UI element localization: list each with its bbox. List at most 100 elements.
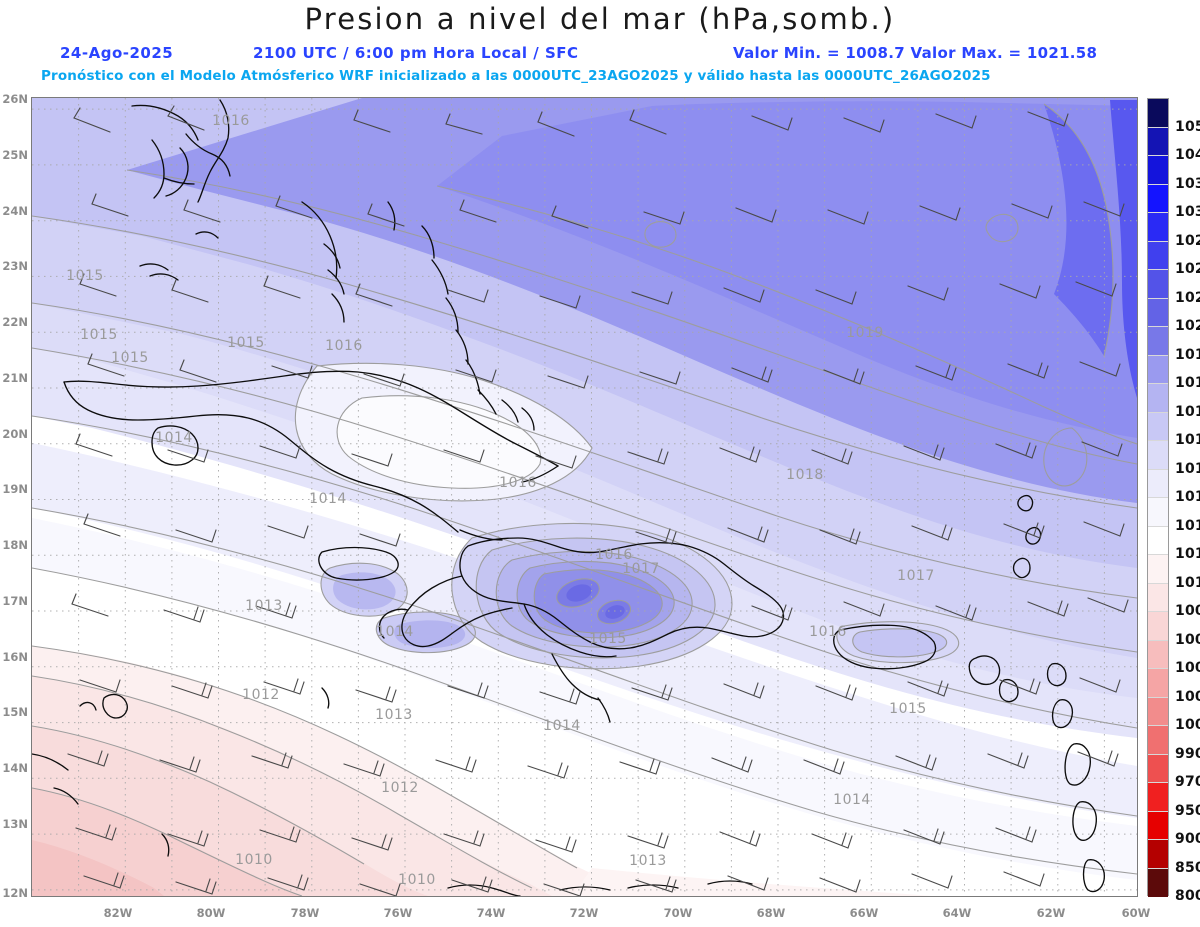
contour-label: 1018 (786, 467, 824, 483)
contour-label: 1014 (376, 624, 414, 640)
contour-label: 1016 (809, 624, 847, 640)
colorbar-tick-label: 850 (1175, 859, 1200, 876)
contour-label: 1015 (589, 631, 627, 647)
colorbar-segment (1148, 555, 1168, 584)
y-tick-label: 26N (2, 92, 28, 106)
colorbar-tick-label: 1008 (1175, 603, 1200, 619)
colorbar-segment (1148, 697, 1168, 726)
colorbar-segment (1148, 241, 1168, 270)
header: Presion a nivel del mar (hPa,somb.) 24-A… (0, 0, 1200, 92)
forecast-date: 24-Ago-2025 (60, 44, 174, 62)
contour-label: 1019 (846, 325, 884, 341)
x-tick-label: 70W (663, 906, 693, 920)
x-tick-label: 76W (383, 906, 413, 920)
colorbar-segment (1148, 840, 1168, 869)
y-tick-label: 20N (2, 427, 28, 441)
colorbar-segment (1148, 868, 1168, 897)
contour-label: 1016 (499, 475, 537, 491)
contour-label: 1012 (242, 687, 280, 703)
colorbar-tick-label: 1016 (1175, 432, 1200, 448)
x-tick-label: 82W (103, 906, 133, 920)
colorbar-tick-label: 990 (1175, 745, 1200, 762)
y-tick-label: 18N (2, 538, 28, 552)
contour-label: 1012 (381, 780, 419, 796)
y-tick-label: 12N (2, 886, 28, 900)
y-tick-label: 16N (2, 650, 28, 664)
y-tick-label: 24N (2, 204, 28, 218)
y-tick-label: 15N (2, 705, 28, 719)
colorbar-segment (1148, 783, 1168, 812)
colorbar-tick-label: 970 (1175, 774, 1200, 790)
colorbar-tick-label: 1020 (1175, 318, 1200, 334)
x-tick-label: 74W (476, 906, 506, 920)
colorbar-segment (1148, 327, 1168, 356)
model-info-line: Pronóstico con el Modelo Atmósferico WRF… (41, 68, 991, 84)
y-tick-label: 17N (2, 594, 28, 608)
colorbar-tick-label: 800 (1175, 888, 1200, 904)
contour-label: 1017 (897, 568, 935, 584)
page-title: Presion a nivel del mar (hPa,somb.) (304, 2, 896, 36)
colorbar-segment (1148, 669, 1168, 698)
colorbar-tick-label: 1035 (1175, 175, 1200, 192)
y-tick-label: 19N (2, 482, 28, 496)
colorbar-tick-label: 1006 (1175, 631, 1200, 648)
contour-label: 1013 (375, 707, 413, 723)
colorbar-tick-label: 1022 (1175, 289, 1200, 306)
y-tick-label: 25N (2, 148, 28, 162)
contour-label: 1016 (212, 113, 250, 129)
colorbar-segment (1148, 156, 1168, 185)
map-canvas: 1016 1015 1015 1015 1015 1016 1014 1014 … (32, 98, 1137, 896)
colorbar-segment (1148, 412, 1168, 441)
colorbar-segment (1148, 526, 1168, 555)
colorbar-tick-label: 1025 (1175, 261, 1200, 277)
colorbar-segment (1148, 127, 1168, 156)
colorbar-segment (1148, 384, 1168, 413)
colorbar[interactable] (1147, 98, 1169, 897)
colorbar-tick-label: 1015 (1175, 460, 1200, 477)
colorbar-tick-label: 1018 (1175, 375, 1200, 391)
colorbar-segment (1148, 469, 1168, 498)
y-tick-label: 14N (2, 761, 28, 775)
pressure-field-svg (32, 98, 1137, 896)
colorbar-tick-label: 1028 (1175, 232, 1200, 249)
colorbar-tick-label: 1002 (1175, 688, 1200, 705)
x-tick-label: 66W (849, 906, 879, 920)
contour-label: 1015 (80, 327, 118, 343)
colorbar-segment (1148, 754, 1168, 783)
x-tick-label: 72W (569, 906, 599, 920)
colorbar-tick-label: 1004 (1175, 660, 1200, 676)
forecast-time-level: 2100 UTC / 6:00 pm Hora Local / SFC (253, 44, 579, 62)
x-tick-label: 78W (290, 906, 320, 920)
contour-label: 1015 (111, 350, 149, 366)
y-tick-label: 22N (2, 315, 28, 329)
map-plot-area[interactable]: 1016 1015 1015 1015 1015 1016 1014 1014 … (31, 97, 1138, 897)
colorbar-segment (1148, 640, 1168, 669)
y-tick-label: 21N (2, 371, 28, 385)
contour-label: 1010 (398, 872, 436, 888)
colorbar-tick-label: 1019 (1175, 346, 1200, 363)
x-tick-label: 60W (1121, 906, 1151, 920)
colorbar-tick-label: 1000 (1175, 717, 1200, 733)
colorbar-tick-label: 1040 (1175, 147, 1200, 163)
contour-label: 1014 (833, 792, 871, 808)
colorbar-segment (1148, 99, 1168, 128)
colorbar-segment (1148, 355, 1168, 384)
contour-label: 1015 (227, 335, 265, 351)
colorbar-segment (1148, 441, 1168, 470)
x-tick-label: 68W (756, 906, 786, 920)
contour-label: 1016 (325, 338, 363, 354)
contour-label: 1014 (309, 491, 347, 507)
colorbar-tick-label: 1017 (1175, 403, 1200, 420)
colorbar-tick-label: 1013 (1175, 517, 1200, 534)
x-tick-label: 62W (1036, 906, 1066, 920)
contour-label: 1014 (543, 718, 581, 734)
colorbar-segment (1148, 498, 1168, 527)
colorbar-tick-label: 1050 (1175, 118, 1200, 135)
x-tick-label: 80W (196, 906, 226, 920)
colorbar-tick-label: 1010 (1175, 574, 1200, 591)
contour-label: 1017 (622, 561, 660, 577)
colorbar-tick-label: 1030 (1175, 204, 1200, 220)
colorbar-segment (1148, 298, 1168, 327)
contour-label: 1014 (155, 430, 193, 446)
colorbar-segment (1148, 184, 1168, 213)
